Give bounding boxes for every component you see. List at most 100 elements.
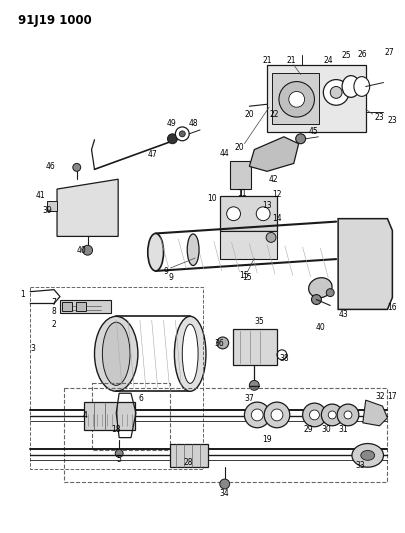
Circle shape bbox=[219, 479, 229, 489]
Text: 34: 34 bbox=[219, 489, 229, 498]
Text: 3: 3 bbox=[30, 344, 35, 353]
Circle shape bbox=[256, 207, 269, 221]
Text: 35: 35 bbox=[254, 317, 263, 326]
Text: 23: 23 bbox=[387, 116, 396, 125]
Circle shape bbox=[226, 207, 240, 221]
Ellipse shape bbox=[308, 278, 331, 298]
Text: 1: 1 bbox=[20, 290, 25, 299]
Text: 40: 40 bbox=[77, 246, 86, 255]
Text: 46: 46 bbox=[45, 162, 55, 171]
Circle shape bbox=[322, 79, 348, 105]
Text: 38: 38 bbox=[278, 354, 288, 363]
Text: 48: 48 bbox=[188, 119, 198, 128]
Text: 10: 10 bbox=[207, 195, 216, 204]
Circle shape bbox=[262, 150, 275, 164]
Circle shape bbox=[98, 217, 108, 227]
Text: 21: 21 bbox=[262, 56, 271, 66]
Circle shape bbox=[329, 86, 341, 98]
Text: 45: 45 bbox=[308, 127, 318, 136]
Bar bbox=[219, 231, 276, 259]
Circle shape bbox=[83, 245, 92, 255]
Text: 20: 20 bbox=[244, 110, 254, 119]
Text: 39: 39 bbox=[42, 206, 52, 215]
Circle shape bbox=[67, 192, 77, 202]
Circle shape bbox=[179, 131, 185, 137]
Bar bbox=[266, 65, 365, 132]
Text: 13: 13 bbox=[262, 201, 271, 211]
Text: 44: 44 bbox=[219, 149, 229, 158]
Text: 28: 28 bbox=[183, 458, 192, 467]
Text: 7: 7 bbox=[51, 298, 56, 307]
Polygon shape bbox=[57, 179, 118, 237]
Text: 20: 20 bbox=[234, 143, 244, 152]
Text: 32: 32 bbox=[375, 392, 384, 401]
Text: 8: 8 bbox=[51, 307, 56, 316]
Text: 9: 9 bbox=[168, 273, 173, 282]
Circle shape bbox=[336, 404, 358, 426]
Text: 24: 24 bbox=[323, 56, 332, 66]
Ellipse shape bbox=[360, 450, 374, 461]
Text: 37: 37 bbox=[244, 394, 254, 402]
Polygon shape bbox=[47, 201, 57, 211]
Text: 14: 14 bbox=[271, 214, 281, 223]
Text: 16: 16 bbox=[387, 303, 396, 312]
Circle shape bbox=[326, 289, 333, 296]
Ellipse shape bbox=[353, 77, 369, 96]
Polygon shape bbox=[362, 400, 386, 426]
Text: 17: 17 bbox=[387, 392, 396, 401]
Circle shape bbox=[302, 403, 326, 427]
Circle shape bbox=[309, 410, 319, 420]
Text: 30: 30 bbox=[321, 425, 330, 434]
Bar bbox=[76, 302, 85, 311]
Text: 15: 15 bbox=[239, 271, 249, 280]
Text: 21: 21 bbox=[286, 56, 295, 66]
Circle shape bbox=[362, 241, 372, 251]
Circle shape bbox=[328, 411, 335, 419]
Text: 33: 33 bbox=[354, 461, 364, 470]
Circle shape bbox=[244, 402, 269, 428]
Ellipse shape bbox=[102, 322, 130, 385]
Text: 2: 2 bbox=[51, 320, 56, 329]
Text: 6: 6 bbox=[138, 394, 143, 402]
Text: 19: 19 bbox=[262, 435, 271, 444]
Polygon shape bbox=[249, 137, 298, 171]
Ellipse shape bbox=[182, 324, 198, 383]
Text: 9: 9 bbox=[163, 268, 168, 277]
Bar bbox=[83, 402, 134, 430]
Text: 43: 43 bbox=[337, 310, 347, 319]
Ellipse shape bbox=[94, 316, 138, 391]
Circle shape bbox=[343, 411, 351, 419]
Text: 26: 26 bbox=[357, 51, 367, 60]
Text: 4: 4 bbox=[82, 411, 87, 421]
Circle shape bbox=[265, 232, 275, 243]
Circle shape bbox=[264, 402, 289, 428]
Circle shape bbox=[67, 217, 77, 227]
Circle shape bbox=[249, 381, 258, 390]
Circle shape bbox=[167, 134, 177, 144]
Bar bbox=[64, 389, 386, 482]
Bar bbox=[170, 443, 207, 467]
Ellipse shape bbox=[351, 443, 383, 467]
Text: 22: 22 bbox=[269, 110, 278, 119]
Circle shape bbox=[72, 164, 81, 171]
Text: 11: 11 bbox=[236, 189, 245, 198]
Circle shape bbox=[251, 409, 262, 421]
Circle shape bbox=[295, 134, 305, 144]
Circle shape bbox=[288, 92, 304, 107]
Circle shape bbox=[278, 82, 314, 117]
Text: 18: 18 bbox=[111, 425, 121, 434]
Text: 27: 27 bbox=[384, 49, 393, 58]
Bar bbox=[62, 302, 72, 311]
Ellipse shape bbox=[187, 234, 198, 265]
Circle shape bbox=[271, 409, 282, 421]
Bar bbox=[271, 72, 319, 124]
Text: 5: 5 bbox=[117, 455, 121, 464]
Circle shape bbox=[175, 127, 189, 141]
Circle shape bbox=[362, 283, 372, 293]
Circle shape bbox=[98, 192, 108, 202]
Bar bbox=[91, 383, 170, 450]
Text: 31: 31 bbox=[337, 425, 347, 434]
Bar bbox=[232, 329, 276, 365]
Bar bbox=[60, 300, 111, 313]
Circle shape bbox=[311, 295, 321, 304]
